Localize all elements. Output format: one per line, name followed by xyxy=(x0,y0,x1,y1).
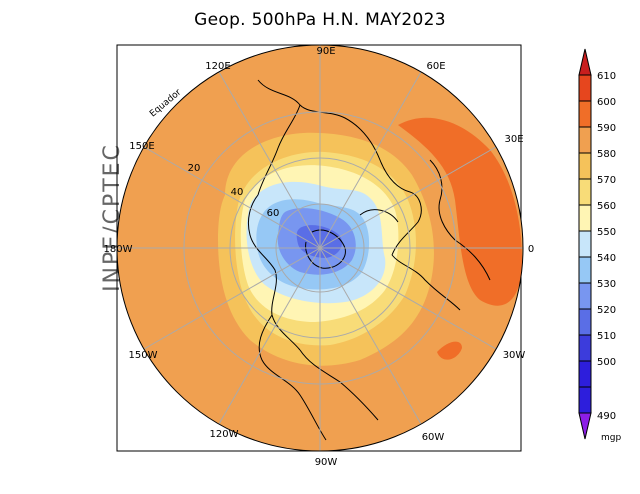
colorbar-level: 560 xyxy=(597,201,616,212)
colorbar-level: 510 xyxy=(597,331,616,342)
colorbar xyxy=(578,48,592,440)
map-title: Geop. 500hPa H.N. MAY2023 xyxy=(194,10,446,30)
coastlines xyxy=(247,79,491,441)
colorbar-level: 610 xyxy=(597,71,616,82)
colorbar-level: 590 xyxy=(597,123,616,134)
colorbar-unit: mgp xyxy=(601,433,621,443)
colorbar-arrow-bottom xyxy=(578,412,592,440)
contour-590-600-east xyxy=(398,117,522,306)
lon-label-120w: 120W xyxy=(210,429,239,440)
colorbar-level: 500 xyxy=(597,357,616,368)
lat-label-40: 40 xyxy=(231,187,244,198)
lon-label-180w: 180W xyxy=(104,244,133,255)
lon-label-150e: 150E xyxy=(129,141,154,152)
lon-label-30w: 30W xyxy=(503,350,526,361)
lon-label-90e: 90E xyxy=(316,46,335,57)
colorbar-level: 550 xyxy=(597,227,616,238)
latitude-labels: 20 40 60 xyxy=(188,163,280,219)
lat-label-20: 20 xyxy=(188,163,201,174)
lon-label-30e: 30E xyxy=(504,134,523,145)
colorbar-level: 530 xyxy=(597,279,616,290)
colorbar-level: 490 xyxy=(597,411,616,422)
lon-label-60e: 60E xyxy=(426,61,445,72)
colorbar-level: 580 xyxy=(597,149,616,160)
lat-label-60: 60 xyxy=(267,208,280,219)
colorbar-arrow-top xyxy=(578,48,592,76)
contour-590-600-atlantic xyxy=(437,341,462,360)
contour-510-520 xyxy=(296,225,343,258)
colorbar-level: 520 xyxy=(597,305,616,316)
lon-label-150w: 150W xyxy=(129,350,158,361)
colorbar-labels: 610 600 590 580 570 560 550 540 530 520 … xyxy=(597,71,621,443)
meridians xyxy=(117,45,523,451)
lon-label-60w: 60W xyxy=(422,432,445,443)
longitude-labels: 90E 60E 30E 0 30W 60W 90W 120W 150W 180W… xyxy=(104,46,535,468)
lon-label-90w: 90W xyxy=(315,457,338,468)
lon-label-120e: 120E xyxy=(205,61,230,72)
equator-circle xyxy=(116,44,524,452)
colorbar-level: 570 xyxy=(597,175,616,186)
colorbar-level: 600 xyxy=(597,97,616,108)
lon-label-0: 0 xyxy=(528,244,534,255)
colorbar-level: 540 xyxy=(597,253,616,264)
